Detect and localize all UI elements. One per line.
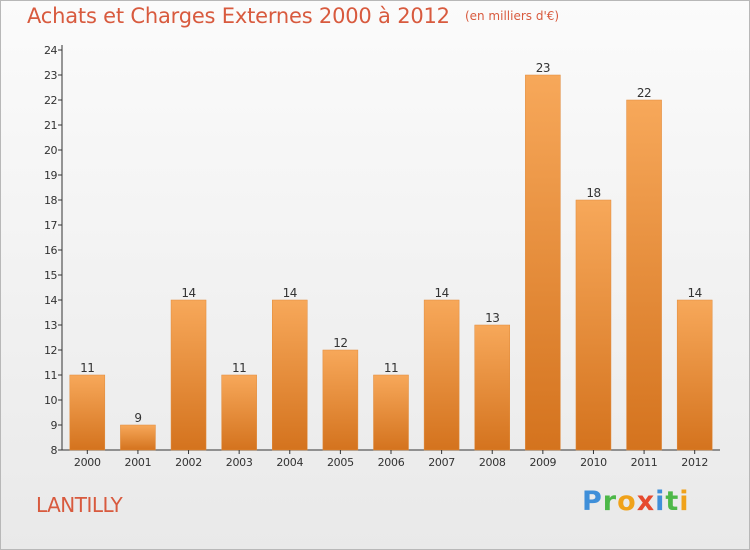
bar-2005 [322, 349, 359, 451]
chart-subtitle: (en milliers d'€) [464, 9, 560, 23]
y-tick-label: 21 [44, 119, 57, 132]
x-tick-label-2006: 2006 [378, 456, 405, 469]
x-tick-label-2000: 2000 [74, 456, 101, 469]
y-tick-label: 15 [44, 269, 57, 282]
proxiti-logo: Proxiti [582, 486, 690, 517]
y-tick-label: 9 [51, 419, 58, 432]
x-tick-label-2004: 2004 [276, 456, 303, 469]
bar-2007 [423, 299, 460, 451]
data-label-2005: 12 [333, 336, 347, 350]
y-tick-label: 17 [44, 219, 57, 232]
x-tick-label-2011: 2011 [631, 456, 658, 469]
commune-name: LANTILLY [36, 493, 123, 517]
x-tick-label-2008: 2008 [479, 456, 506, 469]
data-label-2007: 14 [434, 286, 448, 300]
bar-2011 [626, 99, 662, 451]
chart-title-row: Achats et Charges Externes 2000 à 2012 (… [27, 4, 559, 28]
bar-2001 [120, 424, 156, 451]
x-tick-label-2010: 2010 [580, 456, 607, 469]
logo-letter: i [679, 486, 690, 517]
data-label-2004: 14 [283, 286, 297, 300]
x-tick-label-2012: 2012 [681, 456, 708, 469]
data-label-2006: 11 [384, 361, 398, 375]
data-label-2003: 11 [232, 361, 246, 375]
y-tick-label: 23 [44, 69, 57, 82]
y-tick-label: 11 [44, 369, 57, 382]
x-tick-label-2003: 2003 [226, 456, 253, 469]
y-tick-label: 8 [51, 444, 58, 457]
y-tick-label: 24 [44, 44, 57, 57]
y-tick-label: 18 [44, 194, 57, 207]
x-tick-label-2002: 2002 [175, 456, 202, 469]
y-tick-label: 14 [44, 294, 57, 307]
x-tick-label-2001: 2001 [125, 456, 152, 469]
logo-letter: i [655, 486, 666, 517]
data-label-2000: 11 [80, 361, 94, 375]
y-tick-label: 19 [44, 169, 57, 182]
y-tick-label: 13 [44, 319, 57, 332]
logo-letter: P [582, 486, 603, 517]
bar-2010 [575, 199, 612, 451]
bar-2006 [373, 374, 409, 451]
y-tick-label: 12 [44, 344, 57, 357]
data-label-2001: 9 [134, 411, 141, 425]
y-tick-label: 16 [44, 244, 57, 257]
data-label-2009: 23 [536, 61, 550, 75]
chart-title: Achats et Charges Externes 2000 à 2012 [27, 4, 450, 28]
logo-letter: r [602, 486, 618, 517]
x-tick-label-2007: 2007 [428, 456, 455, 469]
bar-2009 [525, 74, 561, 451]
x-tick-label-2009: 2009 [529, 456, 556, 469]
bar-2000 [69, 374, 106, 451]
y-tick-label: 20 [44, 144, 57, 157]
bar-2003 [221, 374, 257, 451]
logo-letter: t [665, 486, 680, 517]
bar-2008 [474, 324, 510, 451]
data-label-2008: 13 [485, 311, 499, 325]
data-label-2012: 14 [688, 286, 702, 300]
bar-2012 [676, 299, 713, 451]
data-label-2010: 18 [586, 186, 600, 200]
bar-2004 [272, 299, 308, 451]
logo-letter: x [636, 486, 656, 517]
logo-letter: o [617, 486, 637, 517]
data-label-2002: 14 [181, 286, 195, 300]
x-tick-label-2005: 2005 [327, 456, 354, 469]
y-tick-label: 22 [44, 94, 57, 107]
data-label-2011: 22 [637, 86, 651, 100]
y-tick-label: 10 [44, 394, 57, 407]
bar-2002 [170, 299, 207, 451]
